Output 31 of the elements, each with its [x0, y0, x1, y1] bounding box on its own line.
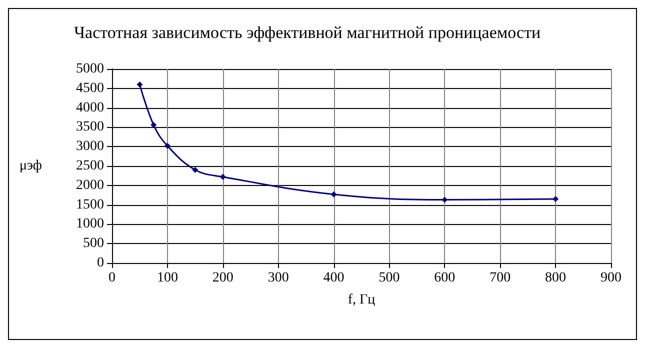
point: [192, 166, 198, 173]
x-tick-label: 900: [600, 270, 622, 286]
y-tick-label: 2000: [76, 178, 104, 193]
x-tick-label: 600: [434, 270, 456, 286]
chart-title: Частотная зависимость эффективной магнитной проницаемости: [74, 23, 541, 42]
x-tick-label: 500: [378, 270, 400, 286]
y-tick-label: 5000: [76, 62, 104, 76]
point: [220, 174, 226, 180]
point: [136, 82, 143, 88]
y-tick-label: 500: [83, 236, 104, 252]
point: [150, 122, 157, 128]
x-tick-label: 800: [545, 270, 566, 286]
y-tick-label: 0: [97, 256, 104, 270]
y-tick-label: 2500: [76, 158, 104, 174]
y-tick-label: 4000: [76, 100, 104, 116]
point: [330, 191, 337, 198]
y-tick-label: 3000: [76, 139, 104, 154]
x-tick-label: 200: [212, 270, 234, 286]
x-tick-label: 0: [108, 270, 116, 286]
y-tick-label: 4500: [76, 80, 104, 96]
x-axis-title: f, Гц: [348, 292, 376, 308]
point: [552, 196, 559, 202]
x-tick-label: 100: [156, 270, 178, 286]
x-tick-label: 700: [490, 270, 511, 286]
point: [164, 142, 170, 149]
y-axis-title: μэф: [19, 158, 42, 174]
y-tick-label: 1500: [76, 197, 104, 212]
x-tick-label: 300: [268, 270, 289, 286]
y-tick-label: 3500: [76, 120, 104, 135]
y-tick-label: 1000: [76, 216, 104, 232]
x-tick-label: 400: [323, 270, 344, 286]
